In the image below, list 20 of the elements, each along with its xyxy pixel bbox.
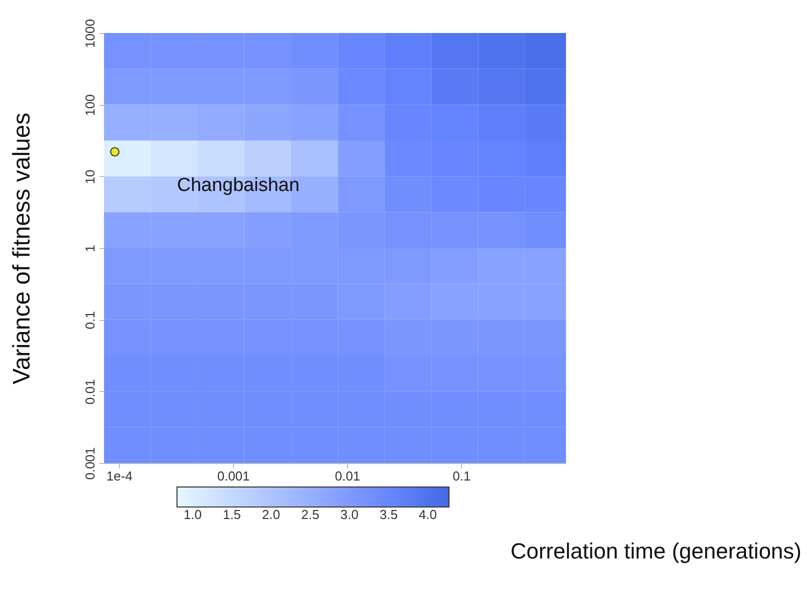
- x-tick-label: 0.1: [452, 468, 471, 484]
- color-bar-label: 2.5: [301, 507, 320, 522]
- y-tick-label: 1: [82, 244, 98, 252]
- x-tick-label: 1e-4: [106, 468, 132, 484]
- y-tick-label: 1000: [82, 19, 98, 48]
- y-tick-label: 100: [82, 94, 98, 116]
- color-bar-label: 4.0: [418, 507, 437, 522]
- x-tick-label: 0.001: [217, 468, 250, 484]
- annotation: Changbaishan: [177, 175, 300, 196]
- color-bar-label: 1.0: [184, 507, 202, 522]
- x-tick-label: 0.01: [334, 468, 360, 484]
- y-axis-title: Variance of fitness values: [8, 112, 36, 384]
- y-tick-label: 0.1: [82, 311, 98, 330]
- y-tick-label: 0.01: [82, 379, 98, 404]
- color-bar-label: 1.5: [222, 507, 241, 522]
- color-bar-label: 3.0: [340, 507, 358, 522]
- x-axis-title: Correlation time (generations): [510, 538, 802, 564]
- y-tick-label: 10: [82, 170, 98, 184]
- color-bar-label: 2.0: [262, 507, 280, 522]
- color-bar-label: 3.5: [380, 507, 398, 522]
